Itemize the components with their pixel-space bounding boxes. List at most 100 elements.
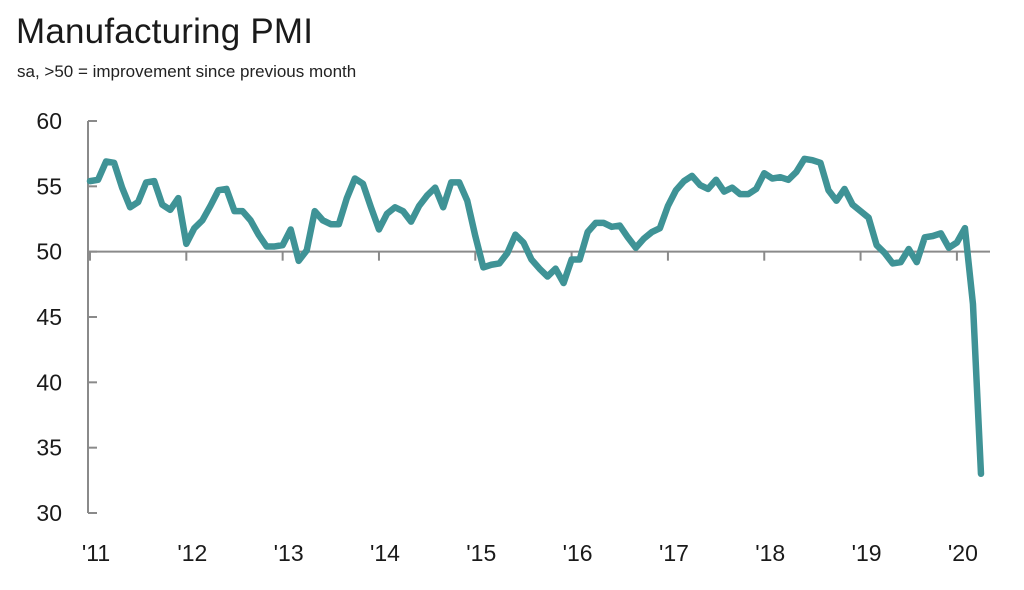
data-point bbox=[352, 176, 357, 181]
data-point bbox=[465, 198, 470, 203]
y-tick-label-45: 45 bbox=[36, 304, 62, 330]
data-point bbox=[304, 248, 309, 253]
y-tick-label-40: 40 bbox=[36, 369, 62, 395]
data-point bbox=[320, 218, 325, 223]
x-tick-label-2012: '12 bbox=[177, 540, 207, 566]
data-point bbox=[368, 205, 373, 210]
x-tick-label-2015: '15 bbox=[466, 540, 496, 566]
axes-layer: 30 35 40 45 50 55 60 '11 '12 '13 '14 '15 '16 '17 '18 '1… bbox=[36, 108, 990, 566]
data-point bbox=[778, 175, 783, 180]
y-tick-label-35: 35 bbox=[36, 435, 62, 461]
data-point bbox=[224, 186, 229, 191]
data-point bbox=[657, 226, 662, 231]
data-point bbox=[930, 233, 935, 238]
data-point bbox=[232, 209, 237, 214]
data-point bbox=[441, 205, 446, 210]
data-point bbox=[890, 261, 895, 266]
data-point bbox=[296, 258, 301, 263]
data-point bbox=[513, 232, 518, 237]
y-tick-label-55: 55 bbox=[36, 173, 62, 199]
data-point bbox=[714, 177, 719, 182]
data-point bbox=[834, 198, 839, 203]
y-tick-label-30: 30 bbox=[36, 500, 62, 526]
data-point bbox=[962, 226, 967, 231]
data-point bbox=[376, 227, 381, 232]
x-tick-label-2011: '11 bbox=[82, 540, 110, 566]
data-point bbox=[922, 235, 927, 240]
data-point bbox=[970, 301, 975, 306]
data-point bbox=[617, 223, 622, 228]
data-point bbox=[384, 211, 389, 216]
data-point bbox=[577, 257, 582, 262]
data-point bbox=[641, 236, 646, 241]
data-point bbox=[248, 218, 253, 223]
data-point bbox=[553, 266, 558, 271]
data-point bbox=[537, 266, 542, 271]
chart-title: Manufacturing PMI bbox=[16, 12, 314, 51]
data-point bbox=[786, 177, 791, 182]
data-point bbox=[312, 209, 317, 214]
x-tick-label-2016: '16 bbox=[563, 540, 593, 566]
y-tick-label-50: 50 bbox=[36, 239, 62, 265]
data-point bbox=[938, 231, 943, 236]
chart-subtitle: sa, >50 = improvement since previous mon… bbox=[17, 62, 357, 81]
data-point bbox=[433, 185, 438, 190]
data-point bbox=[794, 169, 799, 174]
data-point bbox=[690, 173, 695, 178]
data-point bbox=[706, 186, 711, 191]
data-point bbox=[810, 158, 815, 163]
data-point bbox=[754, 186, 759, 191]
data-point bbox=[264, 244, 269, 249]
data-point bbox=[497, 261, 502, 266]
data-point bbox=[946, 245, 951, 250]
data-point bbox=[200, 218, 205, 223]
series-line-manufacturing-pmi bbox=[86, 155, 985, 478]
data-point bbox=[882, 250, 887, 255]
data-point bbox=[208, 203, 213, 208]
data-point bbox=[601, 220, 606, 225]
data-point bbox=[240, 209, 245, 214]
data-point bbox=[722, 189, 727, 194]
data-point bbox=[360, 181, 365, 186]
data-point bbox=[521, 240, 526, 245]
data-point bbox=[978, 471, 983, 476]
data-point bbox=[168, 207, 173, 212]
x-tick-label-2014: '14 bbox=[370, 540, 400, 566]
data-point bbox=[569, 257, 574, 262]
data-point bbox=[128, 205, 133, 210]
data-point bbox=[954, 240, 959, 245]
x-tick-label-2017: '17 bbox=[659, 540, 689, 566]
data-point bbox=[866, 215, 871, 220]
data-point bbox=[344, 196, 349, 201]
data-point bbox=[529, 257, 534, 262]
data-point bbox=[272, 244, 277, 249]
x-tick-label-2018: '18 bbox=[755, 540, 785, 566]
data-point bbox=[216, 188, 221, 193]
data-point bbox=[762, 171, 767, 176]
data-point bbox=[770, 176, 775, 181]
data-point bbox=[96, 177, 101, 182]
data-point bbox=[393, 205, 398, 210]
data-point bbox=[649, 230, 654, 235]
data-point bbox=[176, 196, 181, 201]
series-layer bbox=[86, 155, 985, 478]
data-point bbox=[505, 250, 510, 255]
data-point bbox=[698, 183, 703, 188]
data-point bbox=[449, 180, 454, 185]
data-point bbox=[288, 227, 293, 232]
data-point bbox=[417, 203, 422, 208]
data-point bbox=[184, 241, 189, 246]
data-point bbox=[280, 243, 285, 248]
data-point bbox=[673, 188, 678, 193]
data-point bbox=[665, 203, 670, 208]
data-point bbox=[457, 180, 462, 185]
data-point bbox=[633, 245, 638, 250]
data-point bbox=[425, 193, 430, 198]
data-point bbox=[914, 260, 919, 265]
data-point bbox=[88, 179, 93, 184]
y-tick-label-60: 60 bbox=[36, 108, 62, 134]
data-point bbox=[256, 232, 261, 237]
data-point bbox=[874, 243, 879, 248]
data-point bbox=[104, 159, 109, 164]
